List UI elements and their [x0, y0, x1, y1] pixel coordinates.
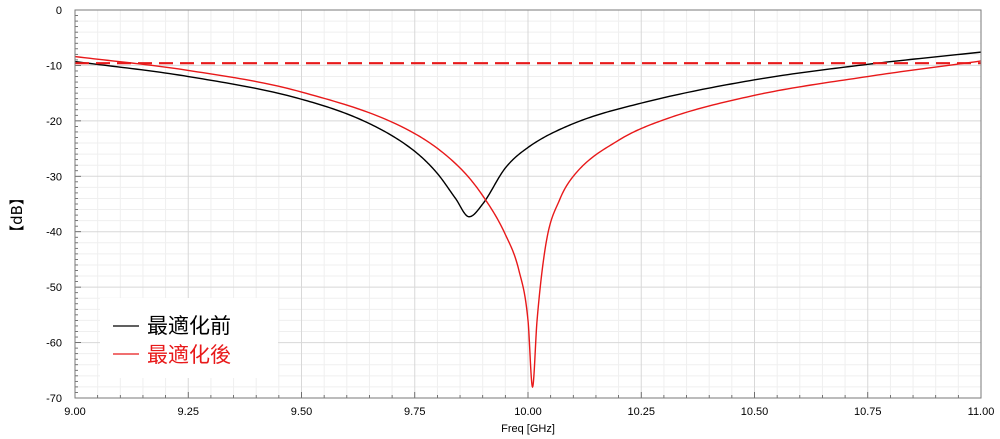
x-tick-label: 10.25 [627, 406, 655, 418]
x-tick-label: 10.50 [741, 406, 769, 418]
series-line-0 [74, 51, 982, 218]
y-tick-labels: 0 -10 -20 -30 -40 -50 -60 -70 [46, 5, 62, 405]
y-tick-label: -50 [46, 282, 62, 294]
y-tick-label: -40 [46, 227, 62, 239]
legend-background [100, 298, 278, 378]
y-tick-label: 0 [56, 5, 62, 17]
y-tick-label: -30 [46, 171, 62, 183]
x-tick-label: 10.00 [514, 406, 542, 418]
x-tick-label: 11.00 [968, 406, 995, 418]
y-tick-label: -70 [46, 393, 62, 405]
grid [74, 9, 982, 399]
legend-label-series-0: 最適化前 [147, 314, 231, 338]
plot-border [74, 9, 982, 399]
y-tick-label: -20 [46, 116, 62, 128]
x-tick-label: 9.00 [64, 406, 85, 418]
series-layer [74, 51, 982, 389]
x-tick-label: 9.25 [178, 406, 199, 418]
legend: 最適化前 最適化後 [100, 298, 278, 378]
series-line-1 [74, 55, 982, 389]
y-tick-label: -60 [46, 338, 62, 350]
x-axis-title: Freq [GHz] [501, 423, 555, 435]
x-tick-label: 9.50 [291, 406, 312, 418]
x-tick-label: 9.75 [404, 406, 425, 418]
x-tick-label: 10.75 [854, 406, 882, 418]
y-axis-title: 【dB】 [8, 190, 26, 240]
legend-label-series-1: 最適化後 [147, 343, 231, 367]
x-tick-labels: 9.00 9.25 9.50 9.75 10.00 10.25 10.50 10.75 11.0… [64, 406, 994, 418]
y-tick-label: -10 [46, 60, 62, 72]
